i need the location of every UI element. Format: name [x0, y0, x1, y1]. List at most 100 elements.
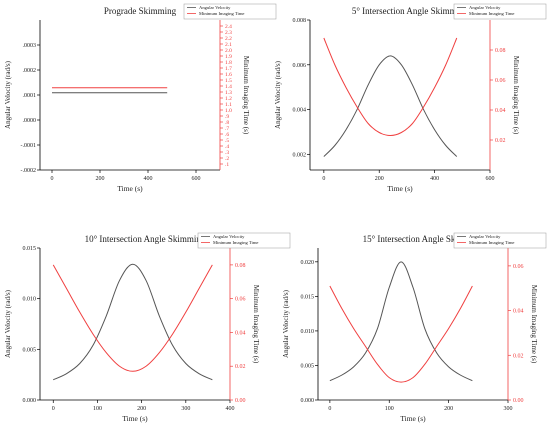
- chart-title: 15° Intersection Angle Skimming: [363, 234, 484, 244]
- y2-tick-label: 1.0: [225, 108, 232, 114]
- x-axis-label: Time (s): [122, 414, 148, 423]
- chart-title: 5° Intersection Angle Skimming: [352, 6, 469, 16]
- y2-tick-label: .7: [225, 126, 229, 132]
- y-tick-label: -.0002: [21, 168, 37, 174]
- legend-label: Angular Velocity: [469, 234, 501, 239]
- y2-tick-label: 1.6: [225, 72, 232, 78]
- y2-tick-label: 1.5: [225, 78, 232, 84]
- y2-tick-label: 0.04: [495, 108, 506, 114]
- y2-tick-label: 2.3: [225, 30, 232, 36]
- y-tick-label: .0003: [23, 43, 37, 49]
- y2-tick-label: 0.00: [235, 398, 246, 404]
- y2-axis-label: Minimum Imaging Time (s): [242, 56, 250, 135]
- y2-tick-label: .3: [225, 150, 229, 156]
- y2-tick-label: .1: [225, 162, 229, 168]
- y-axis-label: Angular Velocity (rad/s): [4, 289, 12, 358]
- y-tick-label: 0.010: [23, 297, 37, 303]
- x-tick-label: 200: [96, 176, 105, 182]
- series-line-angular-velocity: [323, 55, 458, 157]
- legend-label: Minimum Imaging Time: [199, 11, 244, 16]
- y2-tick-label: .5: [225, 138, 229, 144]
- y-axis-label: Angular Velocity (rad/s): [4, 60, 12, 129]
- y2-tick-label: 1.7: [225, 66, 232, 72]
- chart-title: 10° Intersection Angle Skimming: [85, 234, 206, 244]
- y-axis-label: Angular Velocity (rad/s): [282, 289, 290, 358]
- y-tick-label: 0.000: [23, 398, 37, 404]
- x-tick-label: 200: [375, 176, 384, 182]
- y2-tick-label: 0.06: [513, 264, 524, 270]
- y-tick-label: 0.005: [23, 347, 37, 353]
- chart-title: Prograde Skimming: [104, 6, 177, 16]
- y-tick-label: 0.020: [301, 260, 315, 266]
- y2-tick-label: 1.8: [225, 60, 232, 66]
- y2-tick-label: 1.1: [225, 102, 232, 108]
- y-tick-label: -.0001: [21, 143, 37, 149]
- y2-tick-label: 1.4: [225, 84, 232, 90]
- y2-tick-label: 2.4: [225, 24, 232, 30]
- series-line-angular-velocity: [53, 263, 213, 381]
- legend-label: Minimum Imaging Time: [469, 240, 514, 245]
- y2-tick-label: .4: [225, 144, 229, 150]
- y-tick-label: 0.015: [23, 246, 37, 252]
- y2-tick-label: 2.2: [225, 36, 232, 42]
- y-tick-label: 0.004: [293, 108, 307, 114]
- x-tick-label: 0: [51, 176, 54, 182]
- x-tick-label: 600: [192, 176, 201, 182]
- x-tick-label: 100: [93, 406, 102, 412]
- chart-panel-4: 15° Intersection Angle Skimming 0 100 200 30…: [282, 232, 547, 423]
- y2-axis-label: Minimum Imaging Time (s): [512, 56, 520, 135]
- y-tick-label: 0.010: [301, 329, 315, 335]
- legend-label: Angular Velocity: [469, 5, 501, 10]
- y2-tick-label: 0.02: [235, 364, 246, 370]
- x-axis-label: Time (s): [117, 184, 143, 193]
- y2-tick-label: 0.06: [235, 297, 246, 303]
- x-tick-label: 600: [486, 176, 495, 182]
- x-tick-label: 0: [328, 406, 331, 412]
- x-tick-label: 300: [504, 406, 513, 412]
- legend-label: Angular Velocity: [213, 234, 245, 239]
- x-tick-label: 400: [430, 176, 439, 182]
- series-line-imaging-time: [52, 264, 213, 372]
- y2-tick-label: 2.0: [225, 48, 232, 54]
- chart-panel-1: Prograde Skimming 0 200 400 600 -.0002 -.0001.…: [4, 3, 277, 193]
- y2-tick-label: .8: [225, 120, 229, 126]
- y-axis-label: Angular Velocity (rad/s): [274, 60, 282, 129]
- legend-box: [183, 3, 277, 20]
- x-tick-label: 400: [226, 406, 235, 412]
- x-tick-label: 200: [444, 406, 453, 412]
- y-tick-label: 0.002: [293, 152, 307, 158]
- x-tick-label: 100: [385, 406, 394, 412]
- legend-box: [197, 232, 291, 249]
- legend-box: [453, 232, 547, 249]
- y-tick-label: 0.000: [301, 398, 315, 404]
- y2-tick-label: .2: [225, 156, 229, 162]
- y2-tick-label: 1.3: [225, 90, 232, 96]
- y2-axis-label: Minimum Imaging Time (s): [530, 285, 538, 364]
- y2-tick-label: 0.08: [495, 48, 506, 54]
- legend-box: [453, 3, 547, 20]
- legend-label: Minimum Imaging Time: [213, 240, 258, 245]
- x-tick-label: 200: [137, 406, 146, 412]
- y2-tick-label: 0.02: [495, 138, 506, 144]
- x-tick-label: 0: [52, 406, 55, 412]
- y-tick-label: 0.008: [293, 18, 307, 24]
- y2-tick-label: .6: [225, 132, 229, 138]
- y2-tick-label: 1.9: [225, 54, 232, 60]
- y2-tick-label: 0.04: [235, 330, 246, 336]
- x-axis-label: Time (s): [387, 184, 413, 193]
- y-tick-label: 0.005: [301, 363, 315, 369]
- x-tick-label: 0: [322, 176, 325, 182]
- series-line-angular-velocity: [329, 261, 473, 382]
- chart-panel-2: 5° Intersection Angle Skimming 0 200 400 600…: [274, 3, 547, 193]
- y2-tick-label: 0.06: [495, 78, 506, 84]
- y2-tick-label: 0.08: [235, 263, 246, 269]
- y-tick-label: 0.015: [301, 294, 315, 300]
- y-tick-label: .0001: [23, 93, 37, 99]
- legend-label: Angular Velocity: [199, 5, 231, 10]
- x-tick-label: 400: [144, 176, 153, 182]
- y2-tick-label: 2.1: [225, 42, 232, 48]
